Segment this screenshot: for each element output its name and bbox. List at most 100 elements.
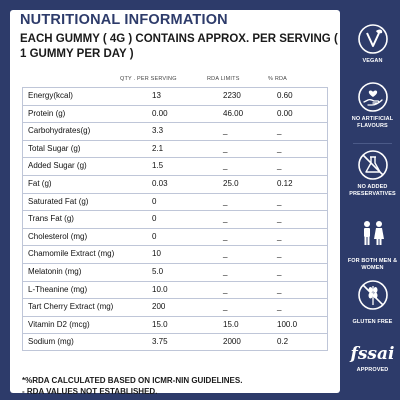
table-row: Protein (g) 0.00 46.00 0.00 xyxy=(22,104,328,123)
nutrient-name: Trans Fat (g) xyxy=(28,214,74,224)
nutrient-name: L-Theanine (mg) xyxy=(28,284,88,294)
nutrition-table: Energy(kcal) 13 2230 0.60 Protein (g) 0.00 46… xyxy=(22,87,328,351)
nutrient-name: Cholesterol (mg) xyxy=(28,231,88,241)
pct-cell: 100.0 xyxy=(277,319,298,329)
footnotes: *%RDA CALCULATED BASED ON ICMR-NIN GUIDE… xyxy=(22,375,242,397)
qty-cell: 5.0 xyxy=(152,266,164,276)
page-title: NUTRITIONAL INFORMATION xyxy=(20,12,228,28)
qty-cell: 0 xyxy=(152,196,157,206)
qty-cell: 3.75 xyxy=(152,337,168,347)
qty-cell: 13 xyxy=(152,91,161,100)
rda-cell: _ xyxy=(223,214,228,224)
qty-cell: 15.0 xyxy=(152,319,168,329)
nutrient-name: Added Sugar (g) xyxy=(28,161,87,171)
pct-cell: 0.00 xyxy=(277,108,293,118)
table-row: Trans Fat (g) 0 _ _ xyxy=(22,210,328,228)
badge-gluten-free-label: GLUTEN FREE xyxy=(352,319,393,325)
qty-cell: 10 xyxy=(152,249,161,259)
nutrition-panel: NUTRITIONAL INFORMATION EACH GUMMY ( 4G … xyxy=(10,10,340,396)
rda-cell: _ xyxy=(223,284,228,294)
table-row: Cholesterol (mg) 0 _ _ xyxy=(22,227,328,246)
rda-cell: _ xyxy=(223,126,228,136)
rda-cell: _ xyxy=(223,231,228,241)
table-row: L-Theanine (mg) 10.0 _ _ xyxy=(22,280,328,299)
rda-cell: _ xyxy=(223,266,228,276)
footnote-rda-not-established: - RDA VALUES NOT ESTABLISHED. xyxy=(22,387,158,396)
badge-sidebar: VEGAN NO ARTIFICIAL FLAVOURS NO ADDED PR… xyxy=(345,0,400,400)
nutrient-name: Vitamin D2 (mcg) xyxy=(28,319,90,329)
hand-heart-icon xyxy=(357,82,388,112)
rda-cell: 46.00 xyxy=(223,108,244,118)
table-row: Total Sugar (g) 2.1 _ _ xyxy=(22,139,328,158)
table-row: Fat (g) 0.03 25.0 0.12 xyxy=(22,174,328,193)
badge-no-preservatives: NO ADDED PRESERVATIVES xyxy=(345,148,400,198)
flask-crossed-icon xyxy=(357,150,388,180)
pct-cell: _ xyxy=(277,161,282,171)
table-row: Saturated Fat (g) 0 _ _ xyxy=(22,192,328,211)
rda-cell: 2230 xyxy=(223,91,241,100)
pct-cell: _ xyxy=(277,214,282,224)
pct-cell: _ xyxy=(277,126,282,136)
rda-cell: _ xyxy=(223,302,228,312)
vegan-icon xyxy=(357,24,388,54)
rda-cell: _ xyxy=(223,196,228,206)
pct-cell: _ xyxy=(277,231,282,241)
rda-cell: _ xyxy=(223,143,228,153)
fssai-logo: fssai xyxy=(350,344,395,364)
man-woman-icon xyxy=(363,221,384,245)
nutrient-name: Carbohydrates(g) xyxy=(28,126,91,136)
badge-men-women: FOR BOTH MEN & WOMEN xyxy=(345,216,400,272)
divider xyxy=(353,143,392,144)
footnote-rda-basis: *%RDA CALCULATED BASED ON ICMR-NIN GUIDE… xyxy=(22,376,243,385)
rda-cell: _ xyxy=(223,161,228,171)
nutrient-name: Melatonin (mg) xyxy=(28,266,82,276)
col-header-qty: QTY . PER SERVING xyxy=(120,76,177,82)
nutrient-name: Fat (g) xyxy=(28,178,52,188)
rda-cell: 25.0 xyxy=(223,178,239,188)
pct-cell: _ xyxy=(277,266,282,276)
nutrient-name: Energy(kcal) xyxy=(28,91,73,100)
pct-cell: _ xyxy=(277,196,282,206)
col-header-pct: % RDA xyxy=(268,76,288,82)
nutrient-name: Protein (g) xyxy=(28,108,66,118)
qty-cell: 0 xyxy=(152,231,157,241)
qty-cell: 1.5 xyxy=(152,161,164,171)
table-row: Carbohydrates(g) 3.3 _ _ xyxy=(22,122,328,140)
badge-fssai: fssai APPROVED xyxy=(345,345,400,374)
badge-vegan-label: VEGAN xyxy=(362,58,383,64)
badge-gluten-free: GLUTEN FREE xyxy=(345,278,400,326)
nutrient-name: Total Sugar (g) xyxy=(28,143,81,153)
qty-cell: 10.0 xyxy=(152,284,168,294)
qty-cell: 3.3 xyxy=(152,126,164,136)
table-row: Sodium (mg) 3.75 2000 0.2 xyxy=(22,333,328,351)
table-row: Added Sugar (g) 1.5 _ _ xyxy=(22,157,328,175)
table-row: Energy(kcal) 13 2230 0.60 xyxy=(22,87,328,105)
table-row: Chamomile Extract (mg) 10 _ _ xyxy=(22,245,328,263)
badge-fssai-label: APPROVED xyxy=(356,367,389,373)
nutrient-name: Sodium (mg) xyxy=(28,337,74,347)
qty-cell: 0.03 xyxy=(152,178,168,188)
badge-no-artificial: NO ARTIFICIAL FLAVOURS xyxy=(345,80,400,130)
pct-cell: 0.60 xyxy=(277,91,293,100)
rda-cell: _ xyxy=(223,249,228,259)
table-row: Melatonin (mg) 5.0 _ _ xyxy=(22,262,328,281)
qty-cell: 200 xyxy=(152,302,166,312)
rda-cell: 15.0 xyxy=(223,319,239,329)
pct-cell: 0.2 xyxy=(277,337,289,347)
qty-cell: 2.1 xyxy=(152,143,164,153)
rda-cell: 2000 xyxy=(223,337,241,347)
table-row: Tart Cherry Extract (mg) 200 _ _ xyxy=(22,298,328,316)
nutrient-name: Saturated Fat (g) xyxy=(28,196,89,206)
badge-men-women-label: FOR BOTH MEN & WOMEN xyxy=(347,258,398,271)
pct-cell: _ xyxy=(277,143,282,153)
pct-cell: _ xyxy=(277,302,282,312)
qty-cell: 0.00 xyxy=(152,108,168,118)
badge-no-artificial-label: NO ARTIFICIAL FLAVOURS xyxy=(351,116,394,129)
nutrient-name: Chamomile Extract (mg) xyxy=(28,249,115,259)
qty-cell: 0 xyxy=(152,214,157,224)
badge-no-preservatives-label: NO ADDED PRESERVATIVES xyxy=(349,184,396,197)
col-header-rda: RDA LIMITS xyxy=(207,76,240,82)
serving-subtitle: EACH GUMMY ( 4G ) CONTAINS APPROX. PER S… xyxy=(20,33,338,60)
nutrient-name: Tart Cherry Extract (mg) xyxy=(28,302,114,312)
pct-cell: _ xyxy=(277,249,282,259)
